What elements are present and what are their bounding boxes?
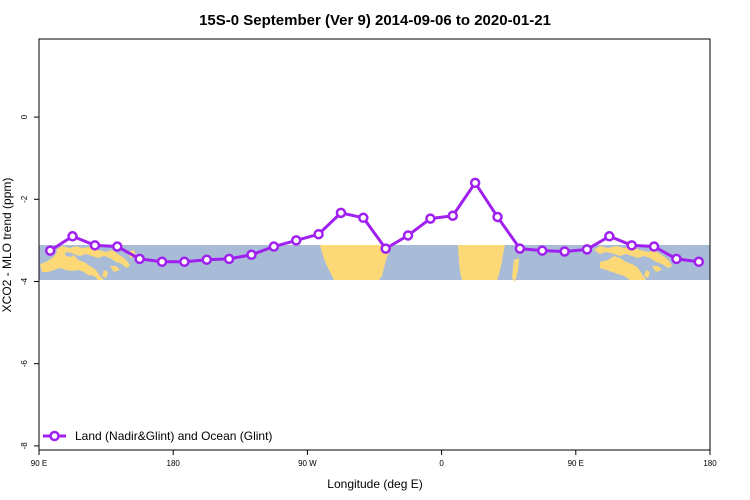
land-africa — [458, 245, 505, 280]
y-tick-label: -2 — [20, 195, 29, 203]
data-point — [268, 241, 280, 252]
x-tick-label: 180 — [703, 459, 717, 468]
data-point — [626, 240, 637, 251]
data-point — [44, 245, 56, 256]
data-point — [492, 211, 503, 223]
x-tick-label: 90 E — [568, 459, 584, 468]
legend-marker — [49, 430, 60, 442]
x-tick-label: 90 E — [31, 459, 47, 468]
data-point — [581, 244, 593, 255]
data-point — [380, 243, 391, 254]
y-tick-label: -8 — [20, 442, 29, 450]
data-point — [514, 243, 526, 254]
background-map — [39, 245, 710, 282]
data-point — [559, 246, 570, 257]
data-point — [313, 228, 324, 240]
data-point — [358, 212, 369, 224]
data-point — [134, 253, 145, 265]
data-point — [648, 241, 660, 252]
land-indonesia-left — [56, 246, 130, 268]
data-point — [425, 213, 436, 224]
data-point — [201, 254, 212, 265]
data-point — [469, 177, 481, 189]
y-tick-label: 0 — [20, 114, 29, 119]
data-point — [112, 241, 123, 252]
data-point — [290, 235, 302, 246]
data-point — [89, 240, 101, 251]
land-australia-left — [40, 247, 104, 280]
x-tick-label: 90 W — [298, 459, 317, 468]
y-axis-label: XCO2 - MLO trend (ppm) — [0, 178, 14, 313]
chart-title: 15S-0 September (Ver 9) 2014-09-06 to 20… — [199, 12, 551, 29]
land-islands-right — [644, 266, 662, 278]
x-axis-label: Longitude (deg E) — [327, 477, 422, 491]
data-point — [223, 253, 235, 265]
data-point — [402, 230, 414, 241]
y-tick-label: -6 — [20, 360, 29, 368]
data-point — [693, 256, 705, 268]
data-point — [179, 256, 190, 268]
data-point — [156, 256, 168, 268]
data-point — [604, 231, 615, 242]
data-point — [67, 231, 78, 242]
plot-frame — [38, 38, 711, 451]
legend-label: Land (Nadir&Glint) and Ocean (Glint) — [75, 429, 272, 443]
land-madagascar — [512, 258, 519, 282]
data-point — [246, 249, 257, 261]
x-tick-label: 180 — [167, 459, 181, 468]
series-land-ocean — [44, 177, 705, 268]
x-axis: 90 E 180 90 W 0 90 E 180 — [31, 450, 717, 468]
y-axis: 0 -2 -4 -6 -8 — [20, 114, 39, 449]
data-point — [447, 210, 459, 221]
land-south-america — [320, 245, 390, 280]
land-australia-right — [600, 256, 646, 280]
data-point — [335, 207, 347, 219]
legend: Land (Nadir&Glint) and Ocean (Glint) — [43, 429, 272, 443]
x-tick-label: 0 — [439, 459, 444, 468]
y-tick-label: -4 — [20, 277, 29, 285]
land-islands-left — [102, 250, 136, 278]
data-point — [537, 245, 548, 256]
data-point — [671, 253, 682, 265]
